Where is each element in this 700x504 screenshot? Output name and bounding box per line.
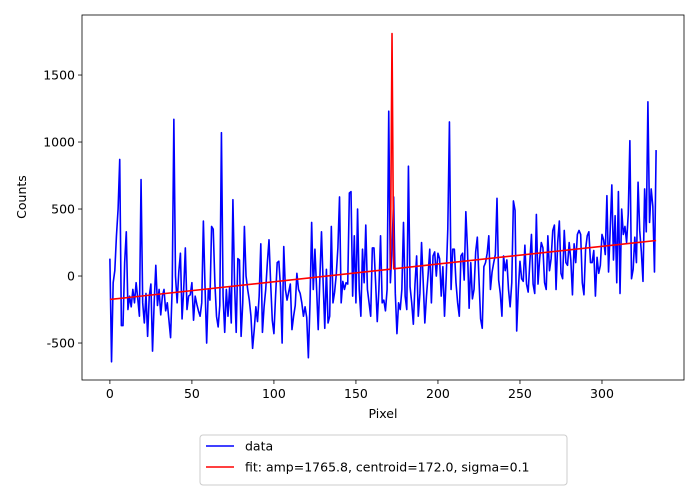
y-tick-label: 500 <box>51 202 75 217</box>
x-tick-label: 50 <box>184 386 200 401</box>
x-tick-label: 200 <box>426 386 450 401</box>
plot-frame <box>81 14 685 381</box>
y-tick-label: 1000 <box>43 135 75 150</box>
x-tick-label: 300 <box>590 386 614 401</box>
x-tick-label: 0 <box>106 386 114 401</box>
x-tick-label: 100 <box>262 386 286 401</box>
y-axis-label: Counts <box>14 175 29 219</box>
legend-label: data <box>245 439 273 454</box>
x-tick-label: 150 <box>344 386 368 401</box>
series-line <box>109 101 657 363</box>
y-tick-label: 1500 <box>43 68 75 83</box>
series-line <box>109 32 657 301</box>
legend-box <box>199 434 568 486</box>
x-axis-label: Pixel <box>369 406 398 421</box>
y-tick-label: -500 <box>47 336 75 351</box>
x-tick-label: 250 <box>508 386 532 401</box>
y-tick-label: 0 <box>67 269 75 284</box>
legend-label: fit: amp=1765.8, centroid=172.0, sigma=0… <box>245 460 530 475</box>
